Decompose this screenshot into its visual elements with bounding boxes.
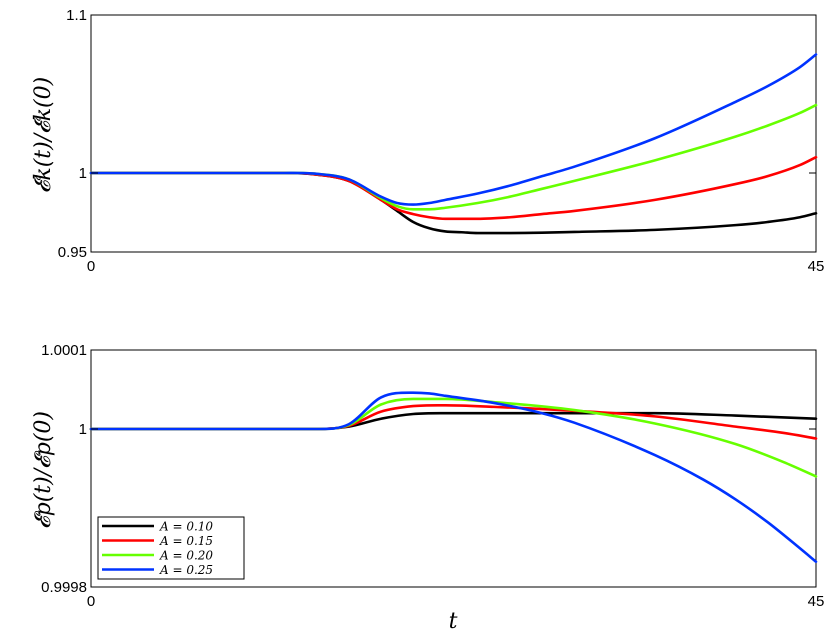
y-tick-label: 0.9998 — [41, 579, 87, 596]
series-line-3 — [89, 53, 818, 206]
y-tick-label: 1 — [79, 165, 87, 182]
x-ticks: 0 45 — [87, 593, 825, 610]
x-ticks: 0 45 — [87, 258, 825, 275]
series-line-3 — [89, 391, 818, 564]
x-tick-label: 0 — [87, 258, 95, 275]
legend-label: A = 0.10 — [159, 520, 213, 534]
y-tick-label: 1.0001 — [41, 342, 87, 359]
y-tick-label: 1 — [79, 421, 87, 438]
y-axis-label: 𝓔k(t)/𝓔k(0) — [31, 77, 56, 193]
y-ticks: 0.9998 1 1.0001 — [41, 342, 816, 596]
legend-label: A = 0.20 — [159, 549, 213, 563]
legend: A = 0.10A = 0.15A = 0.20A = 0.25 — [97, 516, 245, 580]
legend-label: A = 0.15 — [159, 534, 213, 548]
y-tick-label: 1.1 — [66, 7, 87, 24]
plot-area-frame — [90, 14, 817, 253]
x-tick-label: 45 — [808, 258, 825, 275]
y-axis-label: 𝓔p(t)/𝓔p(0) — [31, 411, 56, 529]
y-tick-label: 0.95 — [58, 244, 87, 261]
x-tick-label: 0 — [87, 593, 95, 610]
y-ticks: 0.95 1 1.1 — [58, 7, 816, 261]
x-axis-label: t — [449, 609, 458, 634]
legend-label: A = 0.25 — [159, 563, 213, 577]
kinetic-energy-panel: 0.95 1 1.1 0 45 𝓔k(t)/𝓔k(0) — [31, 7, 824, 275]
series-lines — [89, 391, 818, 564]
x-tick-label: 45 — [808, 593, 825, 610]
series-lines — [89, 53, 818, 235]
potential-energy-panel: 0.9998 1 1.0001 0 45 𝓔p(t)/𝓔p(0) t A = 0.10… — [31, 342, 824, 634]
